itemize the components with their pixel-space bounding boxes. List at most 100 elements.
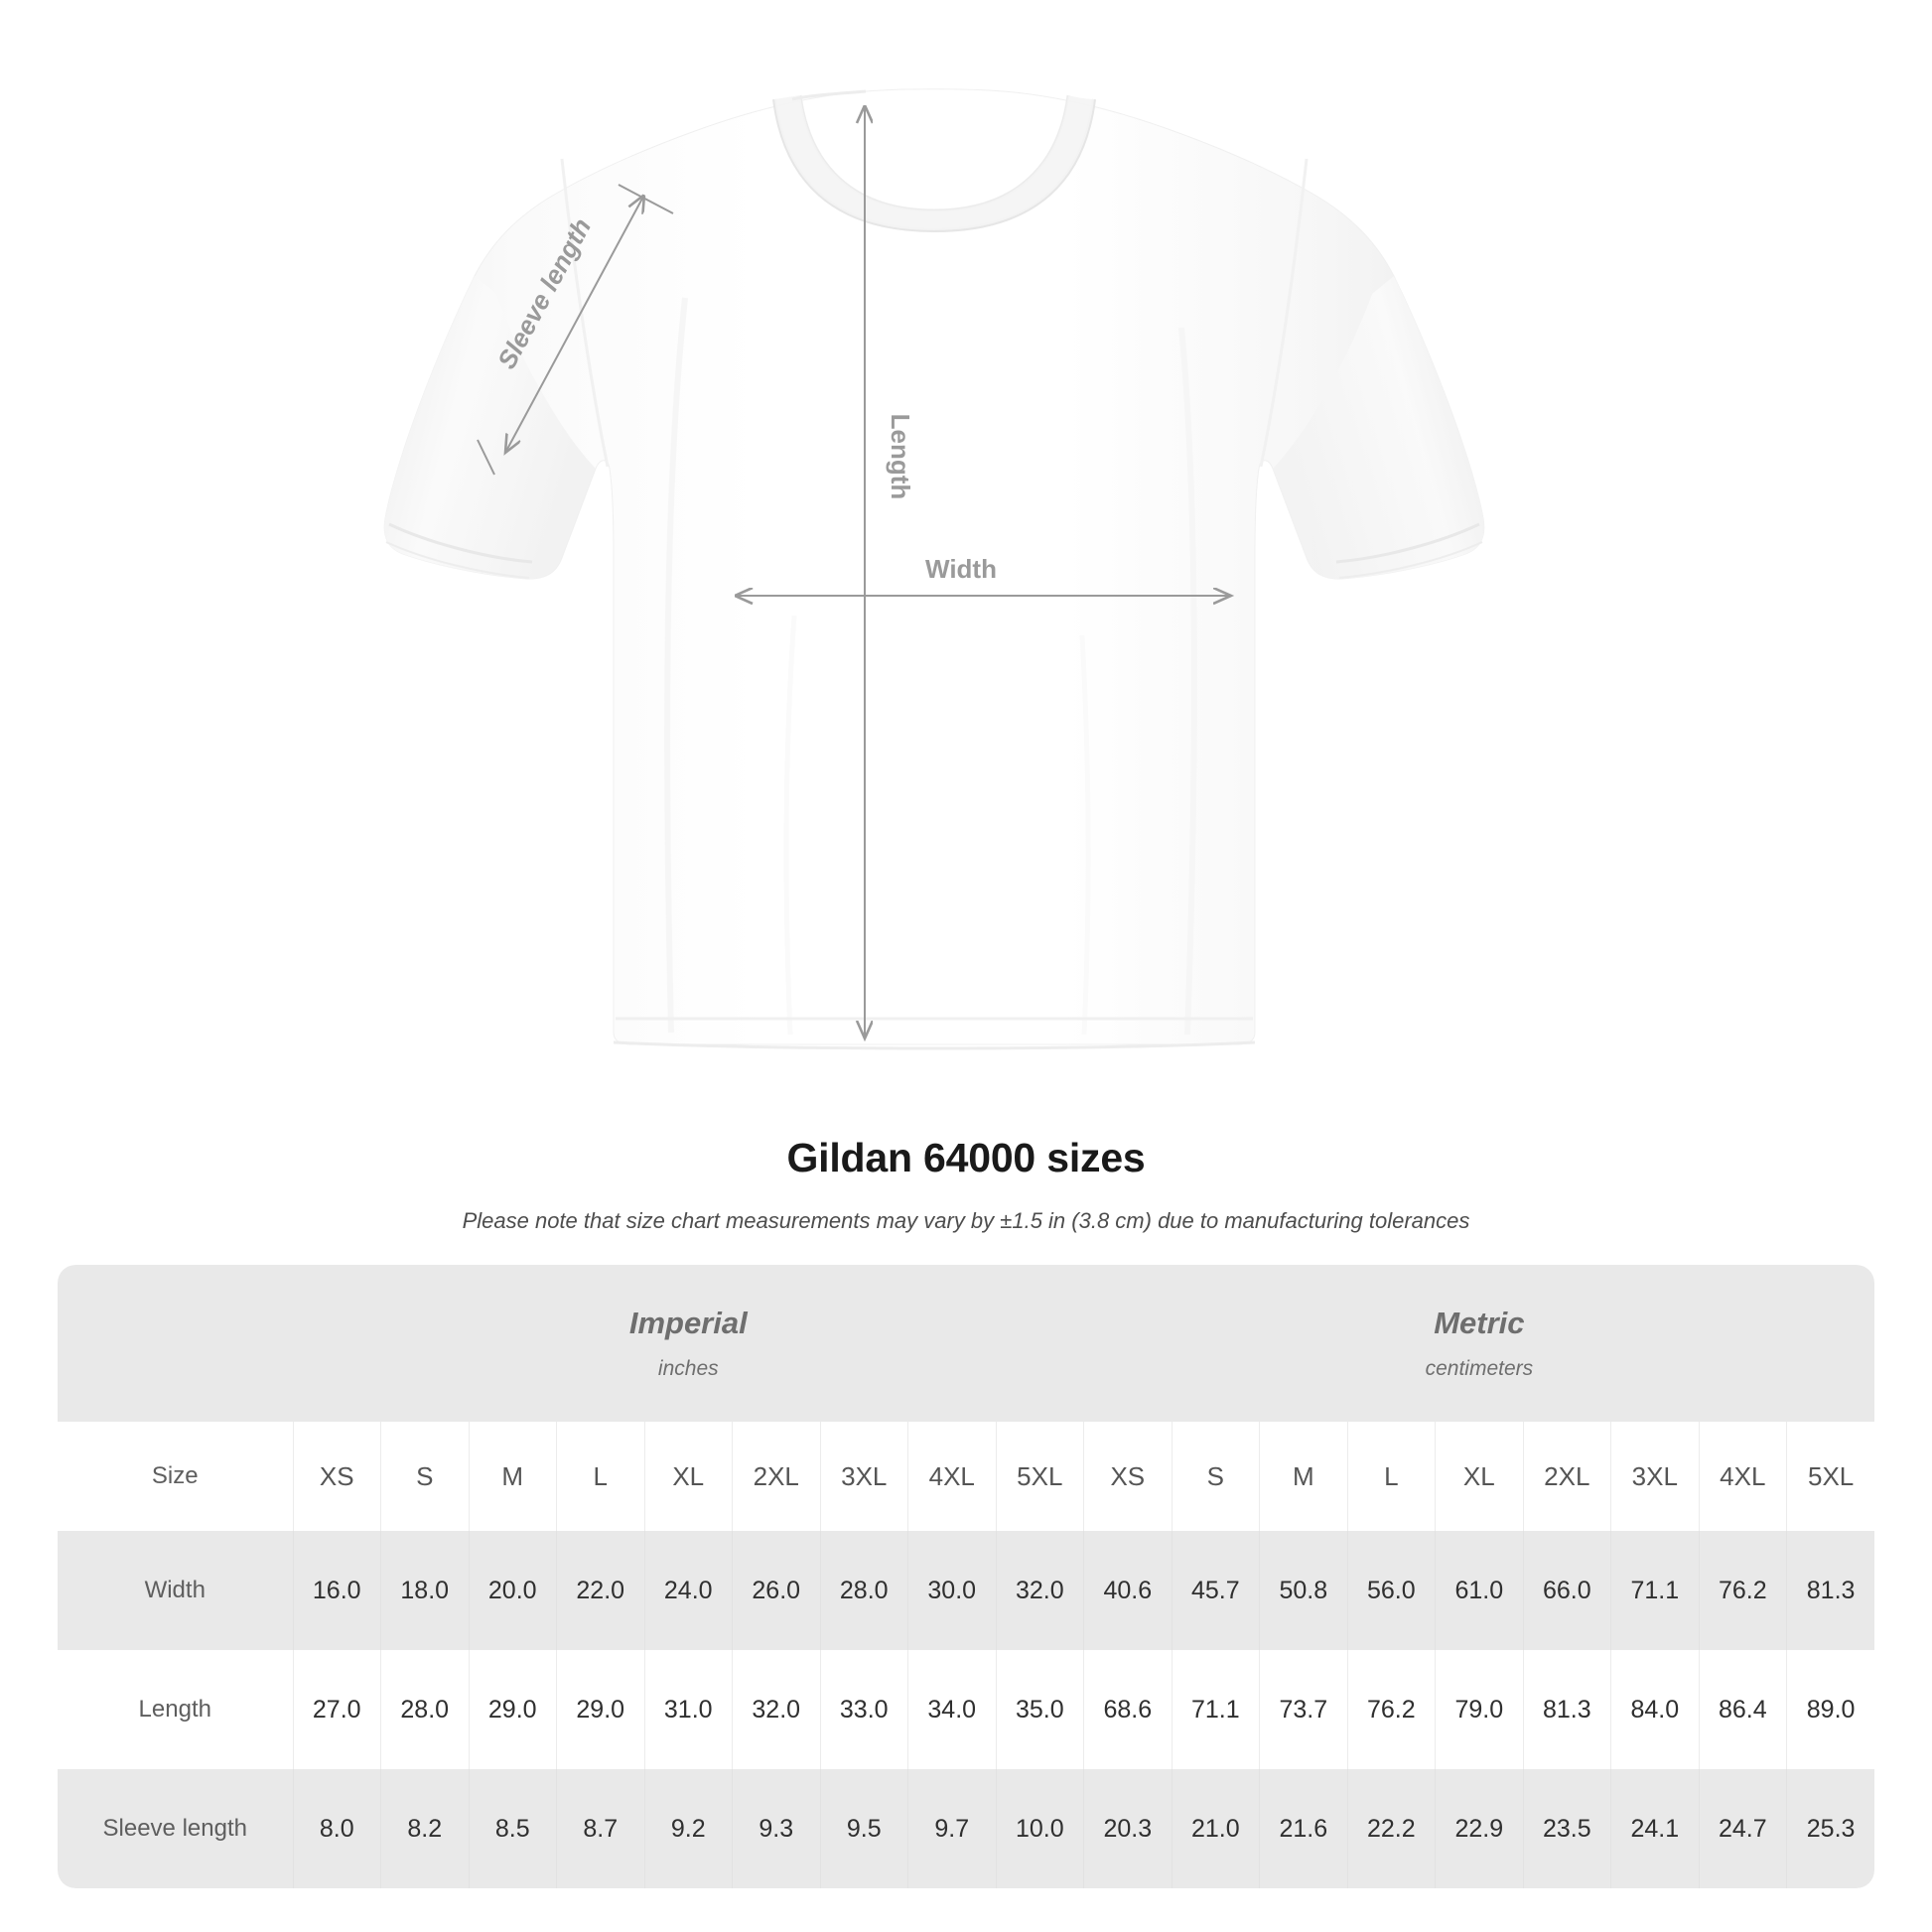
- measurement-cell: 66.0: [1522, 1531, 1611, 1650]
- size-header-cell: L: [1346, 1422, 1436, 1531]
- size-header-cell: XS: [292, 1422, 381, 1531]
- measurement-cell: 21.6: [1259, 1769, 1348, 1888]
- size-header-cell: S: [1171, 1422, 1260, 1531]
- measurement-cell: 32.0: [995, 1531, 1084, 1650]
- table-row: Width 16.0 18.0 20.0 22.0 24.0 26.0 28.0 30.0 32.…: [58, 1531, 1875, 1650]
- unit-banner-row: Imperial inches Metric centimeters: [58, 1265, 1875, 1422]
- measurement-cell: 28.0: [819, 1531, 908, 1650]
- measurement-cell: 31.0: [643, 1650, 733, 1769]
- fold-right-body: [1178, 327, 1197, 1035]
- measurement-cell: 27.0: [292, 1650, 381, 1769]
- right-armhole-seam: [1259, 158, 1309, 468]
- measurement-cell: 76.2: [1346, 1650, 1436, 1769]
- measurement-cell: 8.5: [468, 1769, 557, 1888]
- measurement-cell: 56.0: [1346, 1531, 1436, 1650]
- bottom-hem-edge: [613, 1040, 1256, 1050]
- measurement-cell: 23.5: [1522, 1769, 1611, 1888]
- fold-left-body: [664, 297, 688, 1034]
- sleeve-tick-top: [618, 184, 674, 214]
- size-header-cell: 4XL: [1698, 1422, 1787, 1531]
- measurement-cell: 61.0: [1435, 1531, 1524, 1650]
- measurement-cell: 28.0: [380, 1650, 469, 1769]
- measurement-cell: 33.0: [819, 1650, 908, 1769]
- right-sleeve-shade: [1273, 276, 1484, 580]
- measurement-cell: 30.0: [907, 1531, 996, 1650]
- measurement-row-label: Sleeve length: [58, 1769, 293, 1888]
- size-header-cell: M: [1259, 1422, 1348, 1531]
- fold-right-inner: [1079, 634, 1091, 1035]
- measurement-cell: 8.7: [556, 1769, 644, 1888]
- measurement-cell: 25.3: [1786, 1769, 1875, 1888]
- collar-shadow: [774, 95, 1094, 230]
- unit-banner-spacer: [58, 1265, 293, 1422]
- table-row: Sleeve length 8.0 8.2 8.5 8.7 9.2 9.3 9.5 9.7 10.…: [58, 1769, 1875, 1888]
- measurement-cell: 22.0: [556, 1531, 644, 1650]
- size-header-cell: XL: [643, 1422, 733, 1531]
- size-header-cell: L: [556, 1422, 644, 1531]
- measurement-cell: 68.6: [1083, 1650, 1173, 1769]
- measurement-cell: 81.3: [1786, 1531, 1875, 1650]
- neck-left-bump: [791, 89, 867, 101]
- size-header-cell: 5XL: [1786, 1422, 1875, 1531]
- measurement-cell: 18.0: [380, 1531, 469, 1650]
- left-sleeve-shade: [384, 276, 596, 580]
- unit-name-imperial: Imperial: [628, 1305, 748, 1340]
- size-header-cell: XS: [1083, 1422, 1173, 1531]
- measurement-cell: 9.3: [732, 1769, 820, 1888]
- right-sleeve-hem-inner: [1338, 541, 1483, 579]
- measurement-cell: 29.0: [468, 1650, 557, 1769]
- left-sleeve-hem-inner: [385, 541, 530, 579]
- sleeve-guide-line: [505, 197, 643, 453]
- measurement-cell: 8.2: [380, 1769, 469, 1888]
- measurement-cell: 20.0: [468, 1531, 557, 1650]
- unit-name-metric: Metric: [1434, 1305, 1525, 1340]
- size-header-row: Size XS S M L XL 2XL 3XL 4XL 5XL XS S M L XL 2XL 3XL 4XL…: [58, 1422, 1875, 1531]
- page-title: Gildan 64000 sizes: [786, 1135, 1146, 1180]
- size-chart-heading: Gildan 64000 sizes Please note that size…: [0, 1134, 1932, 1236]
- measurement-cell: 26.0: [732, 1531, 820, 1650]
- right-sleeve-hem: [1335, 522, 1480, 564]
- size-header-cell: S: [380, 1422, 469, 1531]
- unit-sub-imperial: inches: [657, 1357, 719, 1380]
- measurement-cell: 84.0: [1610, 1650, 1700, 1769]
- measurement-cell: 40.6: [1083, 1531, 1173, 1650]
- measurement-cell: 29.0: [556, 1650, 644, 1769]
- unit-sub-metric: centimeters: [1425, 1357, 1534, 1380]
- measurement-cell: 32.0: [732, 1650, 820, 1769]
- measurement-cell: 16.0: [292, 1531, 381, 1650]
- length-label: Length: [886, 414, 915, 500]
- measurement-cell: 22.9: [1435, 1769, 1524, 1888]
- left-sleeve-hem: [388, 522, 533, 564]
- measurement-cell: 9.5: [819, 1769, 908, 1888]
- measurement-cell: 10.0: [995, 1769, 1084, 1888]
- size-header-cell: 5XL: [995, 1422, 1084, 1531]
- size-chart-table-container: Imperial inches Metric centimeters Size …: [58, 1265, 1875, 1888]
- tolerance-note: Please note that size chart measurements…: [462, 1208, 1470, 1234]
- size-header-label: Size: [58, 1422, 293, 1531]
- size-header-cell: 2XL: [732, 1422, 820, 1531]
- size-header-cell: 2XL: [1522, 1422, 1611, 1531]
- measurement-cell: 76.2: [1698, 1531, 1787, 1650]
- product-measurement-figure: Sleeve length Length Width: [383, 88, 1485, 1050]
- measurement-cell: 20.3: [1083, 1769, 1173, 1888]
- sleeve-tick-bottom: [477, 439, 495, 476]
- width-label: Width: [925, 554, 997, 584]
- measurement-cell: 9.7: [907, 1769, 996, 1888]
- size-chart-table: Imperial inches Metric centimeters Size …: [58, 1265, 1875, 1888]
- size-header-cell: M: [468, 1422, 557, 1531]
- measurement-row-label: Width: [58, 1531, 293, 1650]
- measurement-cell: 86.4: [1698, 1650, 1787, 1769]
- measurement-cell: 21.0: [1171, 1769, 1260, 1888]
- table-row: Length 27.0 28.0 29.0 29.0 31.0 32.0 33.0 34.0 35…: [58, 1650, 1875, 1769]
- measurement-cell: 35.0: [995, 1650, 1084, 1769]
- measurement-cell: 79.0: [1435, 1650, 1524, 1769]
- measurement-cell: 81.3: [1522, 1650, 1611, 1769]
- size-header-cell: 3XL: [819, 1422, 908, 1531]
- measurement-cell: 8.0: [292, 1769, 381, 1888]
- measurement-cell: 45.7: [1171, 1531, 1260, 1650]
- size-header-cell: 3XL: [1610, 1422, 1700, 1531]
- measurement-cell: 34.0: [907, 1650, 996, 1769]
- unit-banner-imperial: Imperial inches: [293, 1265, 1084, 1422]
- measurement-cell: 71.1: [1171, 1650, 1260, 1769]
- measurement-cell: 73.7: [1259, 1650, 1348, 1769]
